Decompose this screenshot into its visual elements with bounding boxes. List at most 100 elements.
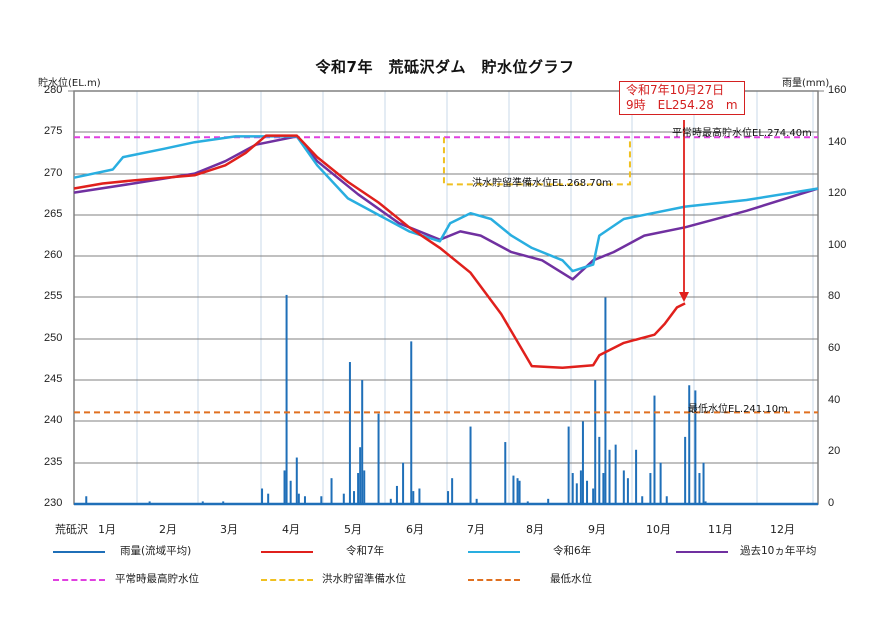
left-tick: 230 <box>44 497 63 509</box>
legend-swatch-flood <box>261 579 313 581</box>
right-tick: 160 <box>828 84 847 96</box>
left-tick: 280 <box>44 84 63 96</box>
right-axis-title: 雨量(mm) <box>782 78 830 89</box>
right-tick: 40 <box>828 394 841 406</box>
rain-bar <box>592 488 595 504</box>
rain-bar <box>688 385 691 504</box>
month-label: 8月 <box>526 523 544 536</box>
rain-bar <box>389 498 392 504</box>
month-label: 4月 <box>282 523 300 536</box>
left-tick: 270 <box>44 167 63 179</box>
rain-bar <box>148 501 151 504</box>
month-label: 12月 <box>770 523 795 536</box>
rain-bar <box>641 496 644 504</box>
legend-label-flood: 洪水貯留準備水位 <box>322 573 406 585</box>
rain-bar <box>342 493 345 504</box>
rain-bar <box>469 426 472 504</box>
rain-bar <box>698 473 701 504</box>
rain-bar <box>604 297 607 504</box>
rain-bar <box>402 462 405 504</box>
legend-swatch-r6 <box>468 551 520 553</box>
left-tick: 265 <box>44 208 63 220</box>
annotation-line2: 9時 EL254.28 m <box>626 98 738 112</box>
rain-bar <box>512 475 515 504</box>
rain-bar <box>222 501 225 504</box>
rain-bar <box>626 478 629 504</box>
minimum-level-label: 最低水位EL.241.10m <box>688 404 788 415</box>
right-tick: 20 <box>828 445 841 457</box>
legend-label-r7: 令和7年 <box>346 545 385 557</box>
rain-bar <box>594 380 597 504</box>
series-line <box>73 135 819 281</box>
rain-bar <box>330 478 333 504</box>
rain-bar <box>261 488 264 504</box>
rain-bar <box>622 470 625 504</box>
rain-bar <box>285 294 288 504</box>
rain-bar <box>635 449 638 504</box>
rain-bar <box>283 470 286 504</box>
rain-bar <box>418 488 421 504</box>
flood-level-label: 洪水貯留準備水位EL.268.70m <box>472 178 612 189</box>
rain-bar <box>598 436 601 504</box>
left-tick: 240 <box>44 414 63 426</box>
rain-bar <box>704 501 707 504</box>
rain-bar <box>297 493 300 504</box>
annotation-line1: 令和7年10月27日 <box>626 83 725 97</box>
rain-bar <box>694 390 697 504</box>
left-tick: 235 <box>44 456 63 468</box>
normal-max-label: 平常時最高貯水位EL.274.40m <box>672 128 812 139</box>
month-label: 2月 <box>159 523 177 536</box>
legend-swatch-r7 <box>261 551 313 553</box>
rain-bar <box>377 413 380 504</box>
rain-bar <box>649 473 652 504</box>
rain-bar <box>602 473 605 504</box>
right-tick: 140 <box>828 136 847 148</box>
series-line <box>73 135 819 273</box>
rain-bar <box>289 480 292 504</box>
month-label: 6月 <box>406 523 424 536</box>
month-label: 11月 <box>708 523 733 536</box>
rain-bar <box>614 444 617 504</box>
rain-bar <box>320 496 323 504</box>
rain-bar <box>684 436 687 504</box>
series-line <box>73 134 686 369</box>
legend-swatch-rain <box>53 551 105 553</box>
legend-swatch-avg10 <box>676 551 728 553</box>
rain-bar <box>267 493 270 504</box>
rain-bar <box>659 462 662 504</box>
rain-bar <box>410 341 413 504</box>
rain-bar <box>518 480 521 504</box>
right-tick: 120 <box>828 187 847 199</box>
left-tick: 250 <box>44 332 63 344</box>
rain-bar <box>412 491 415 504</box>
rain-bar <box>567 426 570 504</box>
rain-bar <box>516 478 519 504</box>
month-label: 10月 <box>646 523 671 536</box>
rain-bar <box>348 362 351 504</box>
month-label: 9月 <box>588 523 606 536</box>
month-label: 3月 <box>220 523 238 536</box>
rain-bar <box>653 395 656 504</box>
rain-bar <box>526 501 529 504</box>
water-level-lines <box>73 134 819 369</box>
left-tick: 245 <box>44 373 63 385</box>
rain-bar <box>201 501 204 504</box>
rain-bar <box>85 496 88 504</box>
rain-bar <box>357 473 360 504</box>
rain-bar <box>395 485 398 504</box>
rain-bar <box>579 470 582 504</box>
left-axis-title: 貯水位(EL.m) <box>38 78 101 89</box>
reference-lines <box>74 136 818 414</box>
annotation-arrow <box>679 120 689 302</box>
right-tick: 100 <box>828 239 847 251</box>
annotation-box: 令和7年10月27日 9時 EL254.28 m <box>619 81 745 115</box>
legend-label-normal-max: 平常時最高貯水位 <box>115 573 199 585</box>
rain-bar <box>571 473 574 504</box>
left-tick: 255 <box>44 290 63 302</box>
flood-level-line <box>442 137 631 186</box>
left-tick: 260 <box>44 249 63 261</box>
rain-bar <box>586 480 589 504</box>
right-tick: 80 <box>828 290 841 302</box>
legend-label-avg10: 過去10ヵ年平均 <box>740 545 817 557</box>
